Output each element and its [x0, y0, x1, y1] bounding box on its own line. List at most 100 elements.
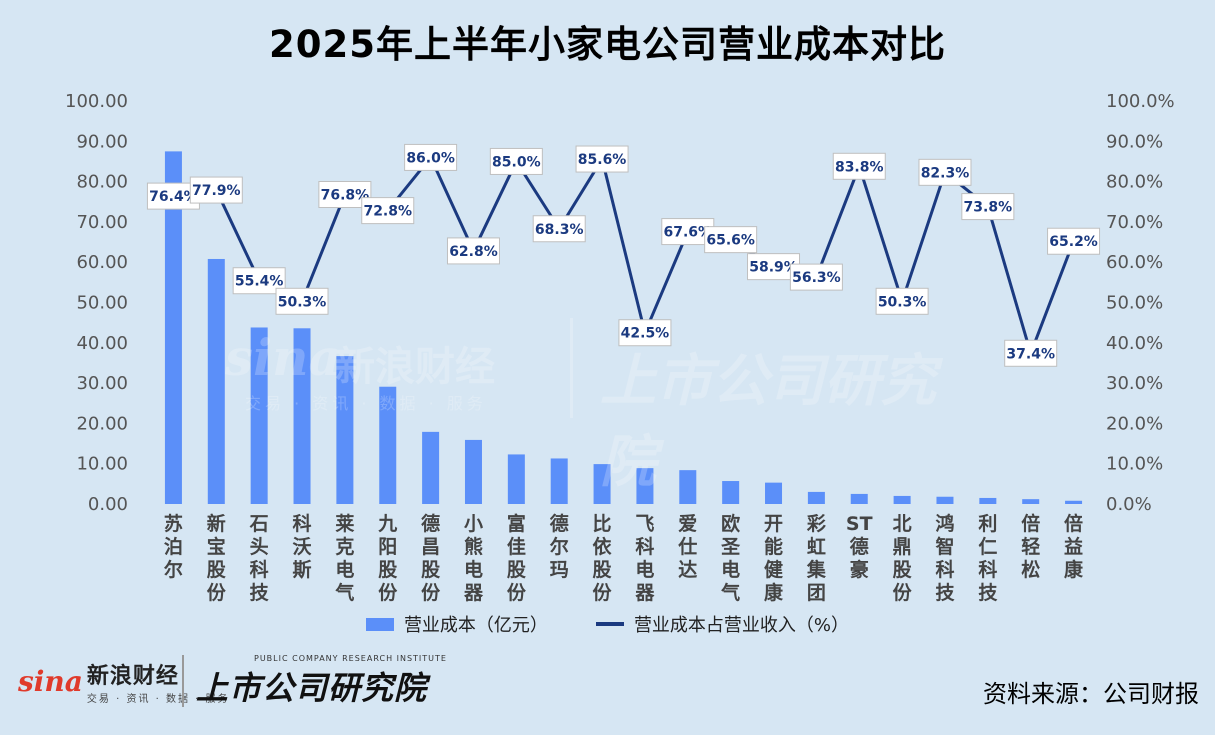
left-tick-label: 10.00: [76, 454, 128, 475]
category-label: 倍益康: [1064, 512, 1084, 581]
left-tick-label: 80.00: [76, 172, 128, 193]
data-label: 76.8%: [321, 187, 370, 203]
category-label: 科沃斯: [293, 512, 312, 581]
sina-name: 新浪财经: [86, 664, 179, 689]
category-label: 德尔玛: [550, 512, 569, 581]
data-label: 76.4%: [149, 189, 198, 205]
data-label-box: [789, 263, 843, 291]
left-tick-label: 30.00: [76, 373, 128, 394]
data-label: 85.6%: [578, 152, 627, 168]
bar: [422, 431, 440, 504]
data-label-box: [575, 145, 629, 173]
category-label: 新宝股份: [207, 512, 227, 604]
data-label: 72.8%: [363, 204, 412, 220]
category-label: 富佳股份: [507, 512, 527, 604]
chart-title: 2025年上半年小家电公司营业成本对比: [269, 23, 946, 66]
left-tick-label: 70.00: [76, 212, 128, 233]
legend-line-label: 营业成本占营业收入（%）: [633, 615, 850, 636]
legend-item-bar: 营业成本（亿元）: [365, 611, 548, 637]
data-label-box: [918, 158, 972, 186]
data-label: 65.6%: [706, 233, 755, 249]
data-label: 82.3%: [921, 165, 970, 181]
data-label-box: [189, 176, 243, 204]
logo-divider: [182, 655, 184, 707]
category-label: 德昌股份: [421, 512, 441, 604]
legend-bar-swatch: [365, 617, 394, 631]
data-label: 55.4%: [235, 274, 284, 290]
chart-legend: 营业成本（亿元） 营业成本占营业收入（%）: [0, 611, 1215, 637]
right-tick-label: 80.0%: [1106, 172, 1163, 193]
legend-item-line: 营业成本占营业收入（%）: [595, 611, 850, 637]
category-label: 彩虹集团: [806, 513, 827, 604]
right-tick-label: 0.0%: [1106, 494, 1152, 515]
data-label-box: [404, 143, 458, 171]
category-label: ST 德豪: [846, 513, 873, 581]
bar-series: [164, 151, 1083, 504]
data-label: 77.9%: [192, 183, 241, 199]
bar: [979, 497, 997, 504]
category-label: 利仁科技: [978, 513, 998, 604]
category-label: 开能健康: [764, 513, 784, 604]
right-tick-label: 70.0%: [1106, 212, 1163, 233]
bar: [1022, 499, 1040, 504]
category-label: 倍轻松: [1021, 512, 1040, 581]
left-tick-label: 50.00: [76, 293, 128, 314]
left-tick-label: 40.00: [76, 333, 128, 354]
institute-name: 上市公司研究院: [196, 669, 428, 707]
right-tick-label: 40.0%: [1106, 333, 1163, 354]
data-label-box: [361, 197, 415, 225]
bar: [850, 493, 868, 504]
line-data-labels: 76.4%77.9% 55.4% 50.3% 76.8%72.8% 86.0% 62.8%…: [146, 143, 1101, 367]
bar: [550, 458, 568, 504]
category-label: 苏泊尔: [164, 512, 183, 581]
data-label: 50.3%: [878, 294, 927, 310]
data-label: 56.3%: [792, 270, 841, 286]
data-label: 65.2%: [1049, 234, 1098, 250]
right-tick-label: 10.0%: [1106, 454, 1163, 475]
bar: [893, 495, 911, 504]
data-label: 42.5%: [621, 326, 670, 342]
left-tick-label: 60.00: [76, 252, 128, 273]
bar: [336, 356, 354, 504]
sina-subtitle: 交易 · 资讯 · 数据 · 服务: [86, 694, 230, 705]
category-label: 欧圣电气: [720, 512, 741, 604]
right-tick-label: 20.0%: [1106, 413, 1163, 434]
footer: sina 新浪财经 交易 · 资讯 · 数据 · 服务 PUBLIC COMPA…: [0, 650, 1215, 720]
data-label-box: [618, 319, 672, 347]
source-note: 资料来源：公司财报: [983, 680, 1199, 708]
bar: [1065, 500, 1083, 504]
data-label: 58.9%: [749, 260, 798, 276]
institute-logo: PUBLIC COMPANY RESEARCH INSTITUTE 上市公司研究…: [196, 654, 447, 709]
right-tick-label: 60.0%: [1106, 252, 1163, 273]
data-label: 85.0%: [492, 154, 541, 170]
right-axis: 0.0% 10.0% 20.0% 30.0% 40.0% 50.0% 60.0% 70.0% 8…: [1106, 91, 1175, 515]
bar: [636, 468, 654, 504]
left-tick-label: 0.00: [88, 494, 128, 515]
bar: [379, 386, 397, 504]
bar: [293, 328, 311, 504]
data-label-box: [275, 287, 329, 315]
data-label: 73.8%: [964, 200, 1013, 216]
data-label: 68.3%: [535, 222, 584, 238]
bar: [207, 258, 225, 504]
bar: [765, 482, 783, 504]
line-series: [173, 155, 1075, 355]
bar: [464, 439, 482, 504]
right-tick-label: 100.0%: [1106, 91, 1175, 112]
data-label-box: [875, 287, 929, 315]
bar: [936, 496, 954, 504]
category-label: 比依股份: [593, 513, 613, 604]
category-axis: 苏泊尔 新宝股份 石头科技 科沃斯 莱克电气 九阳股份 德昌股份 小熊电器 富佳股份 德尔玛 比依股…: [164, 512, 1084, 604]
data-label: 67.6%: [664, 225, 713, 241]
data-label-box: [704, 226, 758, 254]
data-label: 86.0%: [406, 150, 455, 166]
bar: [593, 464, 611, 504]
line-path: [173, 155, 1075, 355]
data-label-box: [1004, 339, 1058, 367]
bar: [679, 470, 697, 504]
institute-subtitle: PUBLIC COMPANY RESEARCH INSTITUTE: [254, 654, 447, 663]
category-label: 爱仕达: [677, 513, 697, 581]
left-tick-label: 90.00: [76, 131, 128, 152]
right-tick-label: 30.0%: [1106, 373, 1163, 394]
